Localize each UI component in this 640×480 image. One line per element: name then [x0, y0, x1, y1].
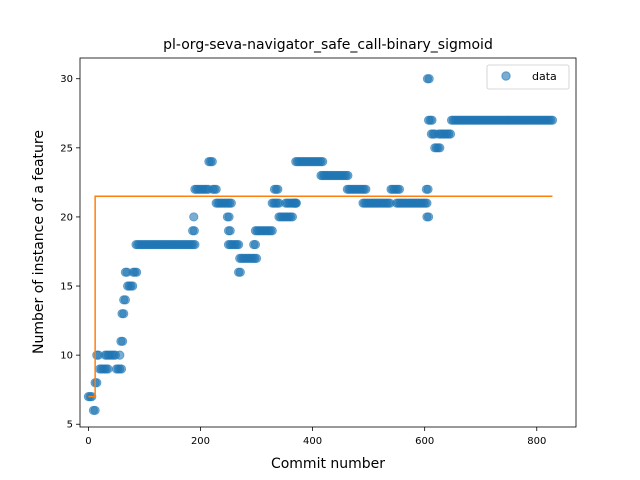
- y-tick-label: 20: [60, 212, 73, 223]
- fit-line-layer: [88, 195, 553, 398]
- data-point: [235, 267, 245, 277]
- data-point: [291, 198, 301, 208]
- data-point: [190, 239, 200, 250]
- x-tick-label: 800: [527, 436, 546, 447]
- data-point: [115, 350, 125, 360]
- x-tick-label: 200: [191, 436, 210, 447]
- data-point: [90, 405, 100, 416]
- data-points: [83, 74, 558, 416]
- data-point: [189, 212, 199, 222]
- data-point: [423, 212, 434, 222]
- data-point: [117, 336, 128, 346]
- data-point: [251, 253, 262, 263]
- data-point: [207, 157, 217, 167]
- data-point: [394, 184, 405, 194]
- legend-marker: [501, 71, 511, 81]
- y-tick-label: 15: [60, 282, 73, 293]
- data-point: [128, 281, 138, 291]
- plot-frame: [79, 57, 577, 428]
- x-tick-label: 0: [85, 436, 91, 447]
- legend-label: data: [532, 70, 557, 83]
- data-point: [92, 378, 102, 388]
- x-axis-ticks: 0 200 400 600 800: [85, 427, 546, 447]
- data-point: [116, 364, 127, 374]
- data-point: [445, 129, 456, 139]
- data-point: [422, 198, 432, 208]
- data-point: [211, 184, 221, 194]
- y-tick-label: 5: [67, 420, 73, 431]
- data-point: [103, 364, 113, 374]
- y-tick-label: 25: [60, 143, 73, 154]
- data-point: [343, 170, 353, 181]
- data-point: [120, 295, 131, 305]
- data-point: [267, 226, 277, 236]
- data-point: [361, 184, 371, 194]
- x-axis-label: Commit number: [271, 456, 385, 472]
- data-point: [250, 239, 261, 250]
- data-point: [226, 198, 236, 208]
- legend: data: [486, 64, 570, 90]
- data-point: [547, 115, 558, 125]
- y-tick-label: 30: [60, 74, 73, 85]
- y-tick-label: 10: [60, 351, 73, 362]
- y-axis-label: Number of instance of a feature: [31, 130, 47, 354]
- data-point: [273, 184, 283, 194]
- data-point: [427, 115, 437, 125]
- data-point: [318, 157, 328, 167]
- x-tick-label: 400: [303, 436, 322, 447]
- data-point: [287, 212, 298, 222]
- chart-title: pl-org-seva-navigator_safe_call-binary_s…: [163, 37, 493, 53]
- data-point: [234, 239, 244, 250]
- data-point: [423, 184, 433, 194]
- legend-box: [486, 64, 570, 90]
- data-point: [225, 226, 235, 236]
- data-point: [424, 74, 434, 84]
- data-point: [189, 226, 199, 236]
- data-point: [435, 143, 445, 153]
- data-point: [132, 267, 142, 277]
- fit-line: [88, 195, 553, 398]
- x-tick-label: 600: [415, 436, 434, 447]
- data-point: [119, 309, 129, 319]
- y-axis-ticks: 5 10 15 20 25 30: [60, 74, 80, 431]
- data-point: [224, 212, 234, 222]
